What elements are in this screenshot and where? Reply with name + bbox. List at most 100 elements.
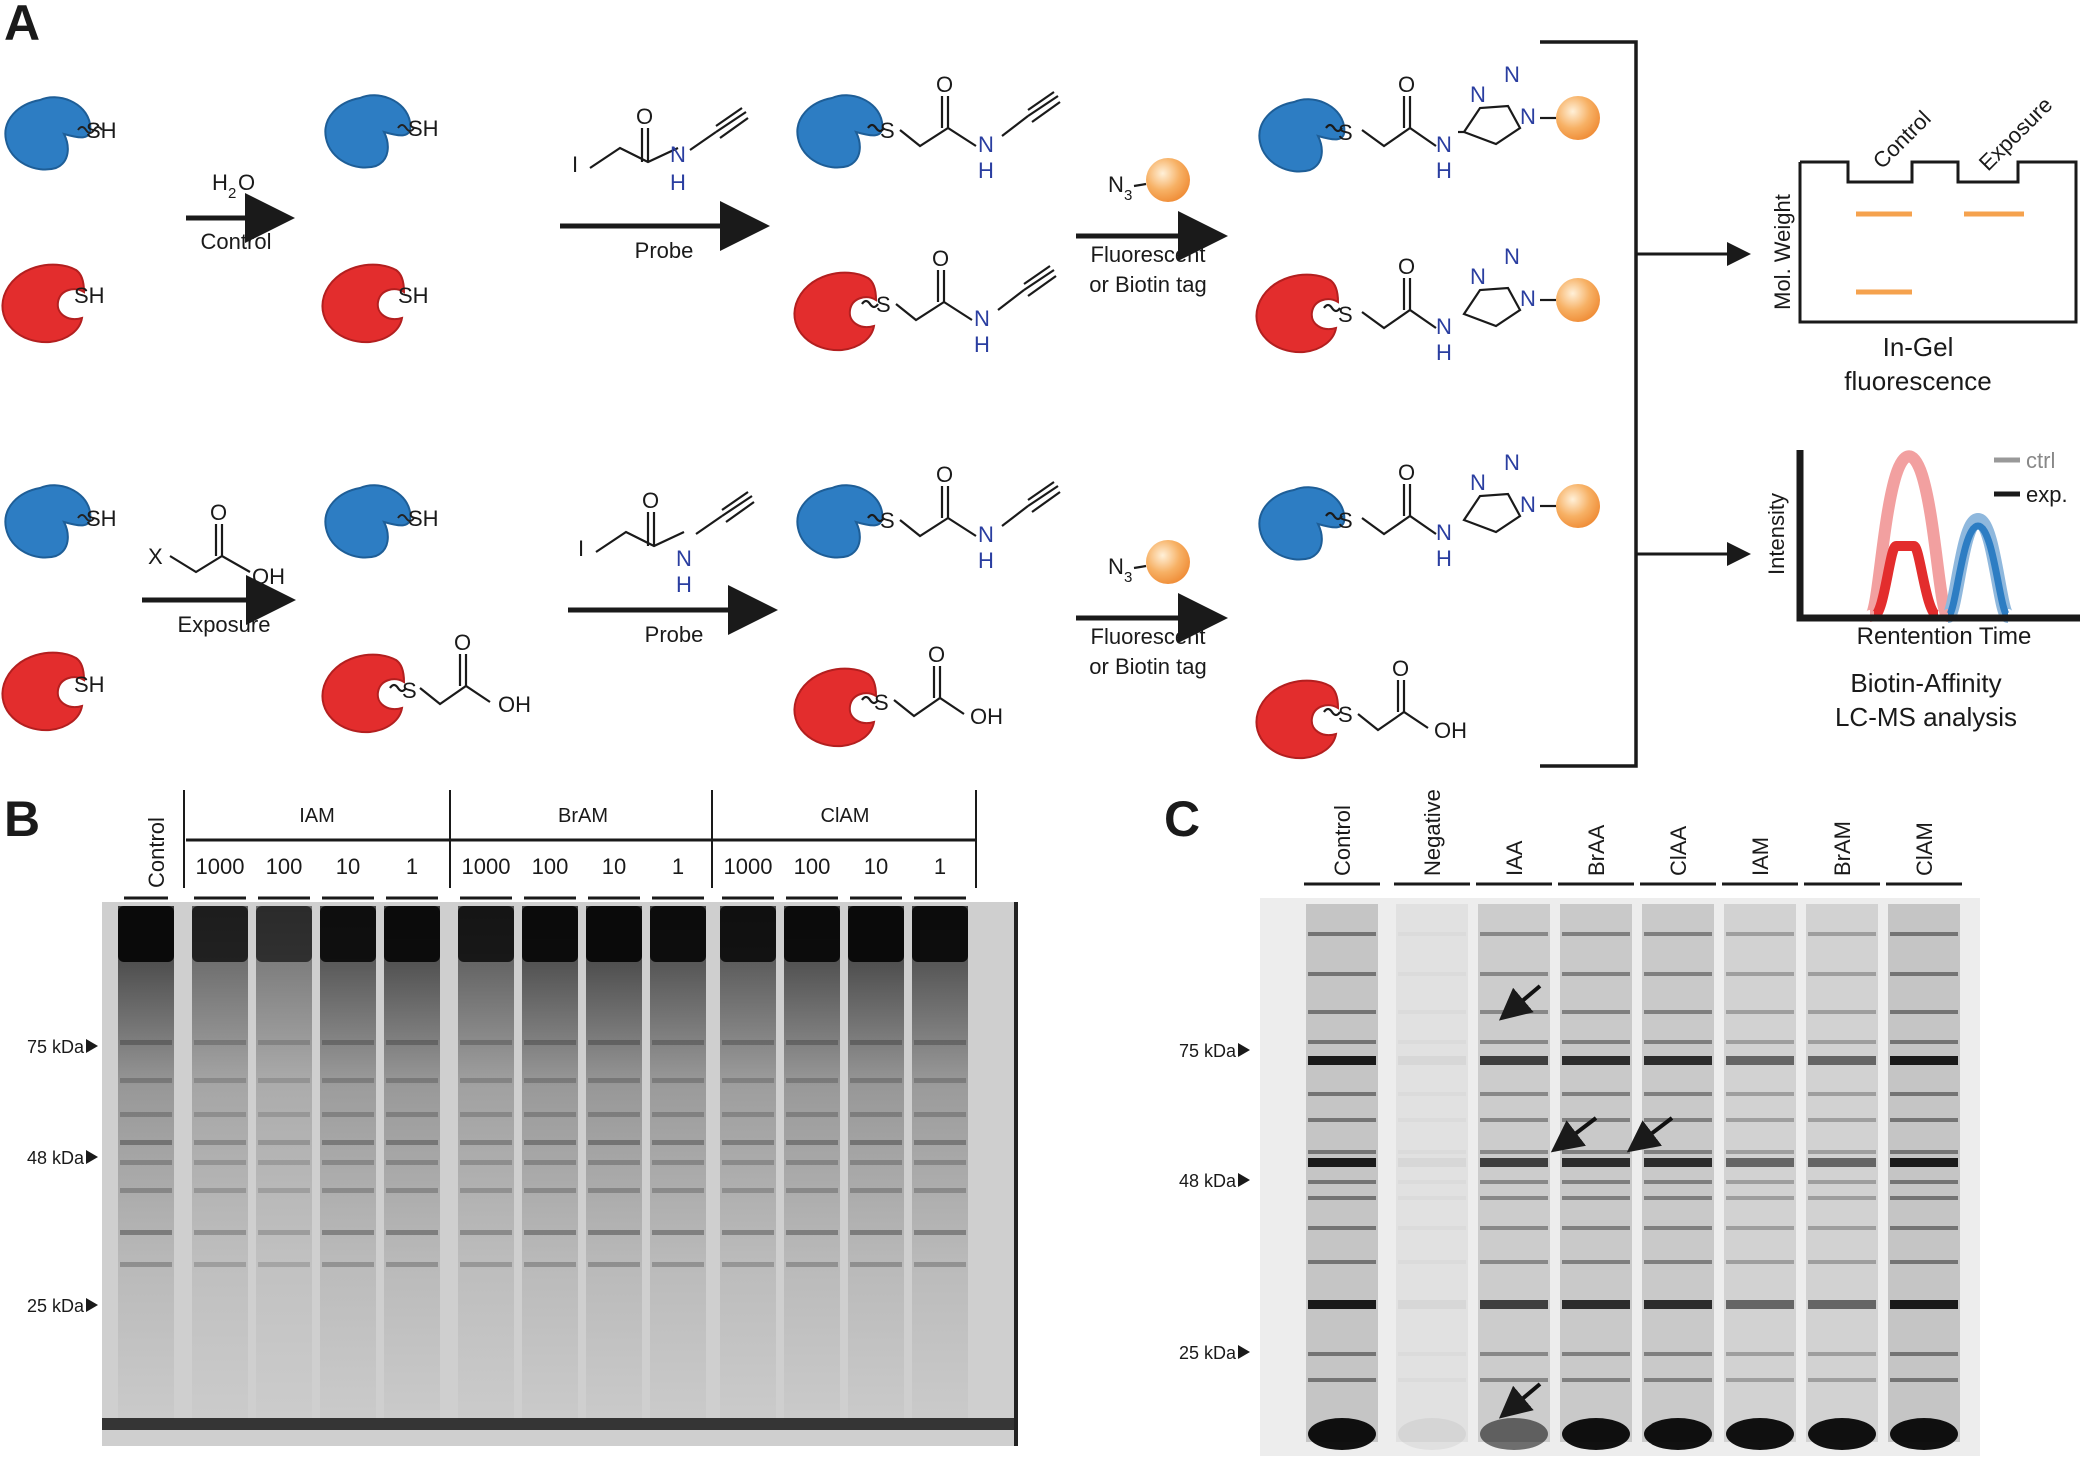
blue-protein-icon [324, 94, 412, 169]
tag-ball-icon [1146, 540, 1190, 584]
carboxymethyl-adduct-structure [861, 666, 965, 718]
gel-band [786, 1230, 838, 1235]
water-condition: H 2 O [212, 170, 255, 202]
azide-sub: 3 [1124, 569, 1132, 586]
gel-band [1480, 1092, 1548, 1096]
gel-band [722, 1160, 774, 1165]
gel-band [1644, 1150, 1712, 1154]
carboxymethyl-adduct-structure [1323, 680, 1429, 732]
triazole-n: N [1504, 244, 1520, 269]
gel-band [1308, 1300, 1376, 1309]
gel-band [1726, 1260, 1794, 1264]
gel-band [588, 1230, 640, 1235]
gel-b-group-label: ClAM [821, 805, 870, 827]
iodine-atom: I [578, 536, 584, 561]
gel-band [1644, 1260, 1712, 1264]
gel-band [258, 1230, 310, 1235]
gel-band [1308, 1260, 1376, 1264]
iodoacetamide-alkyne-structure [589, 107, 749, 169]
gel-band [1890, 1352, 1958, 1356]
triazole-product-structure [1323, 278, 1556, 330]
gel-background [1260, 898, 1980, 1456]
gel-band [322, 1140, 374, 1145]
iodoacetamide-alkyne-structure [595, 491, 755, 553]
nitrogen-atom: N [1436, 132, 1452, 157]
gel-band [1480, 1180, 1548, 1184]
hydrogen-atom: H [670, 170, 686, 195]
triazole-n: N [1470, 470, 1486, 495]
gel-b-concentration-label: 100 [794, 854, 831, 879]
control-arrow-label: Control [201, 229, 272, 254]
annotation-arrow-icon [1550, 1116, 1598, 1153]
gel-band [786, 1078, 838, 1083]
gel-well [848, 906, 904, 962]
gel-band [1644, 1056, 1712, 1065]
exp-peak-blue [1944, 522, 2012, 620]
gel-band [258, 1140, 310, 1145]
gel-band [1808, 1158, 1876, 1167]
red-protein-icon [1255, 273, 1339, 354]
gel-band [652, 1188, 704, 1193]
marker-arrow-icon [1238, 1043, 1250, 1057]
panel-c-label: C [1164, 791, 1200, 847]
gel-band [1480, 1196, 1548, 1200]
triazole-n: N [1520, 286, 1536, 311]
gel-band [1308, 1150, 1376, 1154]
gel-b-concentration-label: 10 [336, 854, 360, 879]
probe-adduct-structure [867, 481, 1061, 538]
gel-lane [1724, 904, 1796, 1442]
blue-protein-icon [4, 484, 92, 559]
gel-band [1308, 1226, 1376, 1230]
gel-band [1726, 1352, 1794, 1356]
marker-label: 48 kDa [27, 1148, 85, 1168]
thiol-label: SH [408, 506, 439, 531]
gel-lane [1306, 904, 1378, 1442]
gel-band [1726, 1300, 1794, 1309]
gel-band [322, 1230, 374, 1235]
gel-band [1398, 1092, 1466, 1096]
gel-well [384, 906, 440, 962]
gel-band [1398, 1352, 1466, 1356]
triazole-n: N [1504, 450, 1520, 475]
blue-protein-icon [796, 94, 884, 169]
gel-band [386, 1078, 438, 1083]
gel-band [1644, 1352, 1712, 1356]
nitrogen-atom: N [1436, 314, 1452, 339]
red-protein-icon [793, 271, 877, 352]
gel-band [460, 1262, 512, 1267]
water-o: O [238, 170, 255, 195]
dye-front [1398, 1418, 1466, 1450]
gel-band [1398, 1226, 1466, 1230]
hydrogen-atom: H [1436, 158, 1452, 183]
dye-front [1890, 1418, 1958, 1450]
gel-band [1398, 1196, 1466, 1200]
gel-band [850, 1040, 902, 1045]
gel-band [1726, 1158, 1794, 1167]
gel-band [1480, 1378, 1548, 1382]
gel-band [1644, 1196, 1712, 1200]
triazole-product-structure [1325, 96, 1556, 148]
oxygen-atom: O [636, 104, 653, 129]
gel-band [1480, 1118, 1548, 1122]
gel-band [1890, 1300, 1958, 1309]
gel-band [1808, 932, 1876, 936]
gel-b-group-label: BrAM [558, 805, 608, 827]
nitrogen-atom: N [978, 132, 994, 157]
probe-adduct-structure [861, 265, 1057, 322]
gel-band [1890, 1056, 1958, 1065]
marker-arrow-icon [86, 1150, 98, 1164]
triazole-n: N [1470, 264, 1486, 289]
gel-band [1480, 1158, 1548, 1167]
gel-band [1726, 932, 1794, 936]
blue-protein-icon [796, 484, 884, 559]
gel-well [458, 906, 514, 962]
gel-lane [1806, 904, 1878, 1442]
dye-front [1644, 1418, 1712, 1450]
gel-band [1644, 1092, 1712, 1096]
gel-band [1308, 1158, 1376, 1167]
gel-b-concentration-label: 1000 [196, 854, 245, 879]
gel-band [1808, 1260, 1876, 1264]
gel-band [194, 1078, 246, 1083]
nitrogen-atom: N [978, 522, 994, 547]
sulfur-atom: S [876, 292, 891, 317]
